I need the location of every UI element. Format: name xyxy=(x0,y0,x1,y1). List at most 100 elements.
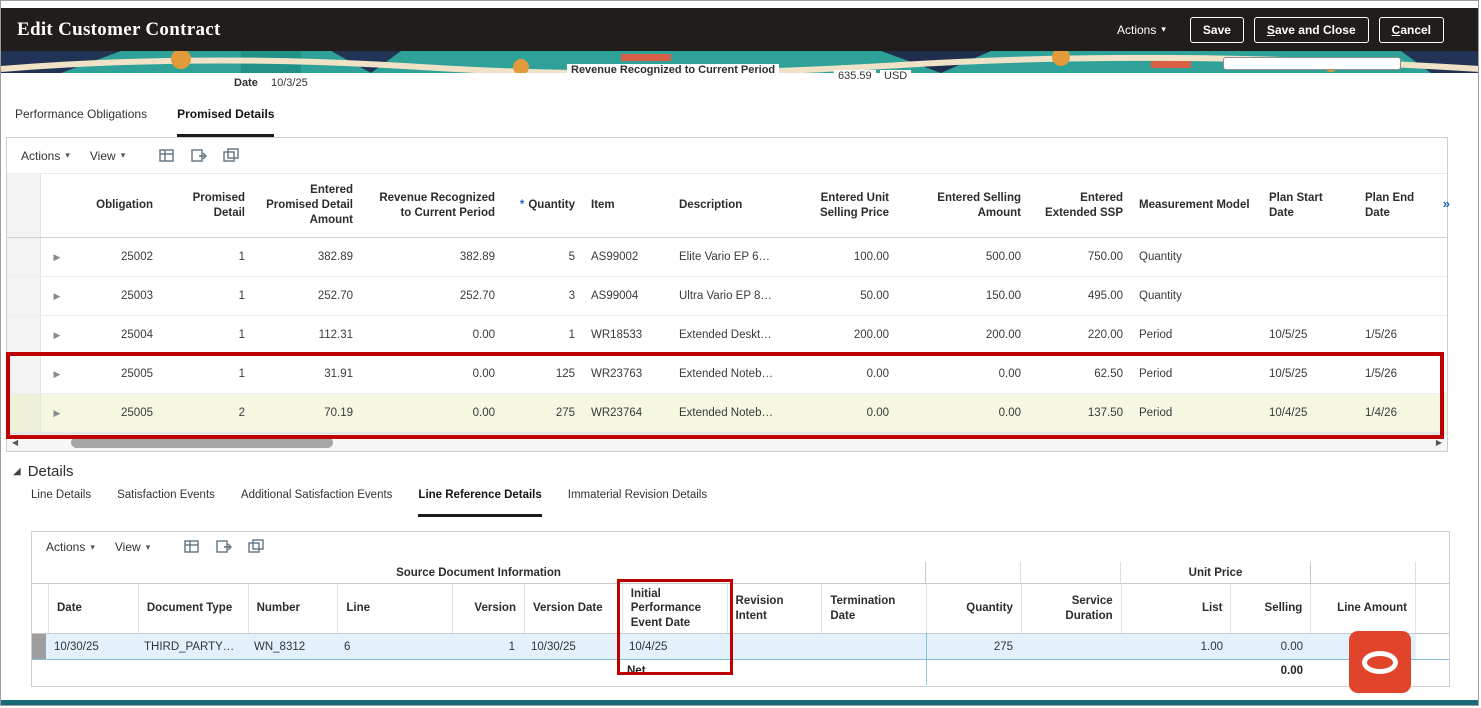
table-row[interactable]: ▶ 25005 1 31.91 0.00 125 WR23763 Extende… xyxy=(7,355,1447,394)
expand-row-icon: ▶ xyxy=(53,368,61,379)
chevron-down-icon: ▾ xyxy=(90,541,95,552)
save-button[interactable]: Save xyxy=(1189,16,1244,43)
net-row: Net 0.00 xyxy=(32,660,1449,686)
row-expander[interactable]: ▶ xyxy=(41,277,73,315)
cell-extended-ssp: 62.50 xyxy=(1094,368,1123,380)
export-icon[interactable] xyxy=(191,148,208,164)
tab-immaterial-revision-details[interactable]: Immaterial Revision Details xyxy=(567,489,708,501)
cell-revenue-recognized: 0.00 xyxy=(472,368,495,380)
col-item[interactable]: Item xyxy=(591,199,615,212)
scroll-right-icon[interactable]: ▶ xyxy=(1435,438,1442,447)
header-actions-menu[interactable]: Actions ▾ xyxy=(1117,23,1166,37)
cell-measurement-model: Quantity xyxy=(1139,251,1182,263)
col-plan-end-date[interactable]: Plan End Date xyxy=(1365,191,1415,219)
horizontal-scrollbar[interactable]: ◀ ▶ xyxy=(7,433,1447,451)
col-line-amount[interactable]: Line Amount xyxy=(1311,584,1417,633)
table-row[interactable]: ▶ 25002 1 382.89 382.89 5 AS99002 Elite … xyxy=(7,238,1447,277)
group-service-duration-spacer xyxy=(1021,562,1121,583)
revenue-recognized-label: Revenue Recognized to Current Period xyxy=(567,64,780,76)
tab-line-reference-details[interactable]: Line Reference Details xyxy=(418,489,542,517)
footer-bar xyxy=(1,700,1478,705)
col-version-date[interactable]: Version Date xyxy=(525,584,623,633)
col-measurement-model[interactable]: Measurement Model xyxy=(1139,199,1250,212)
row-expander[interactable]: ▶ xyxy=(41,394,73,432)
details-view-menu[interactable]: View ▾ xyxy=(115,540,150,554)
section-disclosure-icon[interactable]: ◢ xyxy=(13,465,21,477)
cell-entered-amount: 70.19 xyxy=(324,407,353,419)
export-icon[interactable] xyxy=(216,539,233,555)
tab-promised-details[interactable]: Promised Details xyxy=(177,107,275,137)
row-expander[interactable]: ▶ xyxy=(41,238,73,276)
line-reference-details-panel: Actions ▾ View ▾ Source Document xyxy=(31,531,1450,687)
freeze-columns-icon[interactable] xyxy=(184,539,200,555)
col-service-duration[interactable]: Service Duration xyxy=(1022,584,1122,633)
col-plan-start-date[interactable]: Plan Start Date xyxy=(1269,191,1323,219)
details-actions-menu[interactable]: Actions ▾ xyxy=(46,540,95,554)
col-quantity[interactable]: Quantity xyxy=(927,584,1022,633)
cell-item: AS99004 xyxy=(591,290,639,302)
table-row[interactable]: ▶ 25003 1 252.70 252.70 3 AS99004 Ultra … xyxy=(7,277,1447,316)
cell-plan-start xyxy=(1261,238,1357,276)
cell-selling-amount: 200.00 xyxy=(985,329,1021,341)
details-toolbar-icons xyxy=(184,539,264,555)
expand-row-icon: ▶ xyxy=(53,407,61,418)
cell-line: 6 xyxy=(344,640,351,653)
details-table-row-selected[interactable]: 10/30/25 THIRD_PARTY… WN_8312 6 1 10/30/… xyxy=(32,634,1449,660)
summary-zone: Date 10/3/25 Revenue Recognized to Curre… xyxy=(1,51,1478,97)
save-and-close-button[interactable]: Save and Close xyxy=(1253,16,1369,43)
revenue-recognized-value: 635.59 xyxy=(834,70,876,82)
cell-plan-end xyxy=(1357,238,1447,276)
col-entered-unit-selling-price[interactable]: Entered Unit Selling Price xyxy=(819,191,889,219)
col-entered-selling-amount[interactable]: Entered Selling Amount xyxy=(937,191,1021,219)
freeze-columns-icon[interactable] xyxy=(159,148,175,164)
col-entered-extended-ssp[interactable]: Entered Extended SSP xyxy=(1045,191,1123,219)
col-list[interactable]: List xyxy=(1122,584,1232,633)
row-expander[interactable]: ▶ xyxy=(41,355,73,393)
more-columns-icon[interactable]: » xyxy=(1442,196,1450,211)
col-selling[interactable]: Selling xyxy=(1231,584,1312,633)
col-revenue-recognized[interactable]: Revenue Recognized to Current Period xyxy=(379,191,495,219)
cancel-button[interactable]: Cancel xyxy=(1378,16,1444,43)
col-description[interactable]: Description xyxy=(679,199,743,212)
cell-obligation: 25005 xyxy=(121,368,153,380)
cell-version-date: 10/30/25 xyxy=(531,640,576,653)
col-line[interactable]: Line xyxy=(338,584,454,633)
col-revision-intent[interactable]: Revision Intent xyxy=(728,584,823,633)
promised-actions-menu[interactable]: Actions ▾ xyxy=(21,149,70,163)
required-icon: * xyxy=(519,199,525,212)
oracle-assistant-widget[interactable] xyxy=(1349,631,1411,693)
chevron-down-icon: ▾ xyxy=(145,541,151,552)
col-number[interactable]: Number xyxy=(249,584,339,633)
col-quantity[interactable]: * Quantity xyxy=(503,174,583,237)
col-promised-detail[interactable]: Promised Detail xyxy=(192,191,245,219)
table-row-selected[interactable]: ▶ 25005 2 70.19 0.00 275 WR23764 Extende… xyxy=(7,394,1447,433)
table-row[interactable]: ▶ 25004 1 112.31 0.00 1 WR18533 Extended… xyxy=(7,316,1447,355)
col-version[interactable]: Version xyxy=(453,584,525,633)
col-termination-date[interactable]: Termination Date xyxy=(822,584,928,633)
tab-additional-satisfaction-events[interactable]: Additional Satisfaction Events xyxy=(240,489,393,501)
tab-satisfaction-events[interactable]: Satisfaction Events xyxy=(117,489,215,501)
cell-revision-intent xyxy=(726,634,821,659)
promised-actions-label: Actions xyxy=(21,148,61,163)
col-obligation[interactable]: Obligation xyxy=(96,199,153,212)
cell-item: WR23764 xyxy=(591,407,643,419)
header-expander xyxy=(41,174,73,237)
cell-termination-date xyxy=(821,634,926,659)
detach-icon[interactable] xyxy=(223,147,239,164)
tab-line-details[interactable]: Line Details xyxy=(31,489,92,501)
promised-view-menu[interactable]: View ▾ xyxy=(90,149,125,163)
row-expander[interactable]: ▶ xyxy=(41,316,73,354)
promised-toolbar: Actions ▾ View ▾ xyxy=(7,138,1447,174)
col-entered-promised-detail-amount[interactable]: Entered Promised Detail Amount xyxy=(266,184,353,226)
cell-initial-performance-event-date: 10/4/25 xyxy=(629,640,668,653)
scrollbar-thumb[interactable] xyxy=(71,437,333,448)
col-initial-performance-event-date[interactable]: Initial Performance Event Date xyxy=(623,584,728,633)
cell-unit-selling-price: 200.00 xyxy=(853,329,889,341)
col-date[interactable]: Date xyxy=(49,584,139,633)
tab-performance-obligations[interactable]: Performance Obligations xyxy=(15,107,148,121)
chevron-down-icon: ▾ xyxy=(1161,24,1166,34)
scroll-left-icon[interactable]: ◀ xyxy=(12,438,19,447)
cell-plan-end: 1/4/26 xyxy=(1365,407,1397,419)
col-document-type[interactable]: Document Type xyxy=(139,584,249,633)
detach-icon[interactable] xyxy=(248,539,264,555)
